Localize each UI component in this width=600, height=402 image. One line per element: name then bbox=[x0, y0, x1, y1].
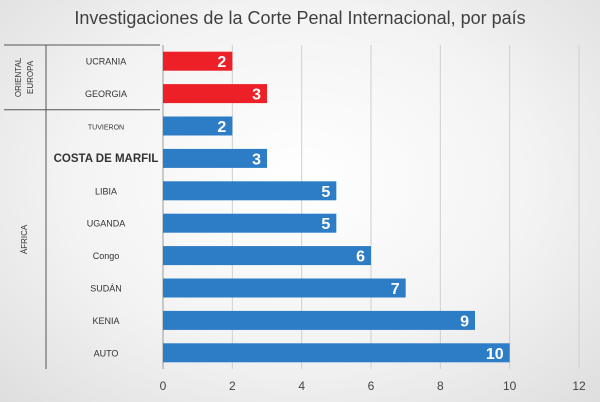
category-label: UCRANIA bbox=[86, 57, 127, 67]
bar bbox=[163, 84, 267, 104]
x-tick-label: 6 bbox=[368, 379, 375, 393]
x-tick-label: 10 bbox=[503, 379, 517, 393]
bar-value-label: 10 bbox=[486, 346, 504, 363]
bars: 2 3 2 3 5 5 6 7 9 10 bbox=[163, 51, 510, 363]
category-label: TUVIERON bbox=[88, 125, 124, 132]
bar bbox=[163, 278, 406, 298]
x-tick-label: 12 bbox=[572, 379, 586, 393]
x-tick-label: 8 bbox=[437, 379, 444, 393]
category-label: LIBIA bbox=[95, 186, 117, 196]
x-tick-label: 4 bbox=[298, 379, 305, 393]
bar-value-label: 7 bbox=[391, 281, 400, 298]
bar-value-label: 2 bbox=[217, 119, 226, 136]
category-label: Congo bbox=[93, 251, 120, 261]
bar bbox=[163, 51, 233, 71]
category-label: COSTA DE MARFIL bbox=[54, 153, 159, 165]
bar-value-label: 3 bbox=[252, 87, 261, 104]
x-tick-labels: 0 2 4 6 8 10 12 bbox=[160, 379, 586, 393]
bar bbox=[163, 116, 233, 136]
bar bbox=[163, 343, 510, 363]
category-label: SUDÁN bbox=[90, 284, 122, 294]
group-label: ORIENTAL bbox=[14, 57, 23, 97]
bar bbox=[163, 148, 267, 168]
x-tick-label: 2 bbox=[229, 379, 236, 393]
bar bbox=[163, 181, 337, 201]
group-label: EUROPA bbox=[26, 60, 35, 94]
category-label: AUTO bbox=[94, 348, 119, 358]
x-tick-label: 0 bbox=[160, 379, 167, 393]
bar bbox=[163, 310, 475, 330]
category-label: KENIA bbox=[92, 316, 119, 326]
category-label: UGANDA bbox=[87, 219, 126, 229]
bar-value-label: 9 bbox=[460, 313, 469, 330]
category-labels: UCRANIA GEORGIA TUVIERON COSTA DE MARFIL LIB… bbox=[54, 57, 159, 359]
category-label: GEORGIA bbox=[85, 89, 127, 99]
bar-value-label: 2 bbox=[217, 54, 226, 71]
bar-value-label: 6 bbox=[356, 249, 365, 266]
chart-title: Investigaciones de la Corte Penal Intern… bbox=[74, 8, 526, 28]
bar-value-label: 5 bbox=[321, 184, 330, 201]
group-labels: ORIENTAL EUROPA ÁFRICA bbox=[14, 57, 35, 254]
group-brackets bbox=[4, 44, 160, 369]
bar bbox=[163, 213, 337, 233]
bar-value-label: 3 bbox=[252, 151, 261, 168]
bar bbox=[163, 246, 371, 266]
bar-value-label: 5 bbox=[321, 216, 330, 233]
group-label: ÁFRICA bbox=[20, 224, 29, 254]
